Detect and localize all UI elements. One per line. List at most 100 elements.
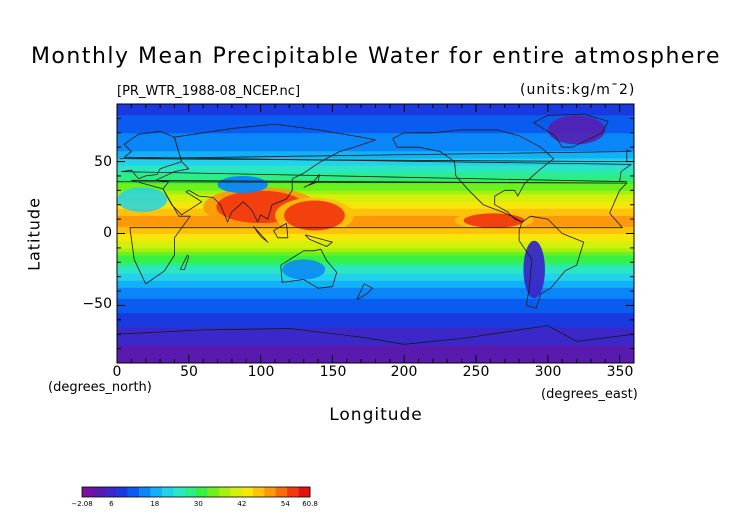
latitude-band <box>117 330 634 335</box>
colorbar-cell <box>245 487 250 497</box>
colorbar-cell <box>131 487 136 497</box>
latitude-band <box>117 280 634 285</box>
colorbar-cell <box>253 487 258 497</box>
colorbar-cell <box>272 487 277 497</box>
coastline <box>174 136 190 170</box>
latitude-band <box>117 301 634 306</box>
colorbar-cell <box>97 487 102 497</box>
coastline <box>280 248 338 289</box>
colorbar-cell <box>230 487 235 497</box>
latitude-band <box>117 262 634 267</box>
colorbar-cell <box>184 487 189 497</box>
colorbar-cell <box>173 487 178 497</box>
latitude-band <box>117 201 634 206</box>
latitude-band <box>117 226 634 231</box>
latitude-band <box>117 294 634 299</box>
latitude-band <box>117 222 634 227</box>
x-tick-label: 350 <box>606 364 634 380</box>
latitude-band <box>117 136 634 141</box>
y-axis-unit: (degrees_north) <box>48 380 152 395</box>
colorbar-cell <box>108 487 113 497</box>
colorbar-cell <box>120 487 125 497</box>
colorbar <box>81 486 311 498</box>
latitude-band <box>117 215 634 220</box>
coastline <box>273 222 289 239</box>
colorbar-tick-label: −2.08 <box>71 500 92 508</box>
colorbar-cell <box>101 487 106 497</box>
x-axis-label: Longitude <box>329 405 423 425</box>
latitude-band <box>117 229 634 234</box>
colorbar-tick-labels: −2.08 6 18 30 42 54 60.8 <box>71 500 318 508</box>
latitude-band <box>117 139 634 145</box>
latitude-band <box>117 121 634 127</box>
latitude-band <box>117 327 634 332</box>
latitude-band <box>117 319 634 324</box>
latitude-band <box>117 298 634 303</box>
colorbar-cell <box>203 487 208 497</box>
coastline <box>117 179 628 285</box>
latitude-band <box>117 208 634 213</box>
x-axis-unit: (degrees_east) <box>541 387 638 402</box>
colorbar-cell <box>89 487 94 497</box>
colorbar-cell <box>291 487 296 497</box>
coastline <box>303 174 320 188</box>
latitude-band <box>117 150 634 155</box>
colorbar-cell <box>283 487 288 497</box>
latitude-band <box>117 125 634 130</box>
colorbar-cell <box>165 487 170 497</box>
colorbar-cell <box>226 487 231 497</box>
colorbar-cell <box>215 487 220 497</box>
latitude-band <box>117 316 634 321</box>
latitude-band <box>117 269 634 274</box>
colorbar-cell <box>241 487 246 497</box>
latitude-band <box>117 352 634 357</box>
latitude-band <box>117 168 634 173</box>
x-tick-label: 250 <box>462 364 490 380</box>
colorbar-cell <box>302 487 307 497</box>
colorbar-cell <box>192 487 197 497</box>
coastline <box>117 325 634 345</box>
colorbar-cell <box>127 487 132 497</box>
latitude-band <box>117 309 634 314</box>
latitude-band <box>117 255 634 260</box>
colorbar-tick-label: 42 <box>237 500 246 508</box>
colorbar-cell <box>139 487 144 497</box>
colorbar-cell <box>264 487 269 497</box>
latitude-band <box>117 233 634 238</box>
dry-region <box>282 259 326 280</box>
coastline <box>119 149 632 162</box>
latitude-band <box>117 129 634 134</box>
latitude-band <box>117 291 634 296</box>
coastline <box>253 226 269 243</box>
latitude-band <box>117 219 634 224</box>
moisture-minimum <box>217 175 268 194</box>
colorbar-cell <box>150 487 155 497</box>
colorbar-cell <box>234 487 239 497</box>
latitude-band <box>117 348 634 353</box>
coastline <box>356 283 374 301</box>
colorbar-frame <box>81 486 311 498</box>
colorbar-tick-label: 18 <box>150 500 159 508</box>
colorbar-cell <box>123 487 128 497</box>
colorbar-tick-label: 30 <box>194 500 203 508</box>
colorbar-cell <box>135 487 140 497</box>
colorbar-cell <box>256 487 261 497</box>
latitude-band <box>117 211 634 217</box>
coastlines <box>117 113 634 345</box>
latitude-band <box>117 240 634 245</box>
units-label: (units:kg/m¯2) <box>520 82 636 98</box>
latitude-band <box>117 175 634 181</box>
map-plot-area <box>117 104 634 363</box>
colorbar-cell <box>196 487 201 497</box>
latitude-band <box>117 172 634 177</box>
latitude-band <box>117 237 634 242</box>
latitude-band <box>117 143 634 148</box>
x-tick-label: 300 <box>534 364 562 380</box>
latitude-band <box>117 183 634 188</box>
colorbar-cell <box>188 487 193 497</box>
colorbar-cell <box>294 487 299 497</box>
colorbar-cell <box>218 487 223 497</box>
moisture-minimum <box>523 240 545 299</box>
latitude-band <box>117 334 634 339</box>
